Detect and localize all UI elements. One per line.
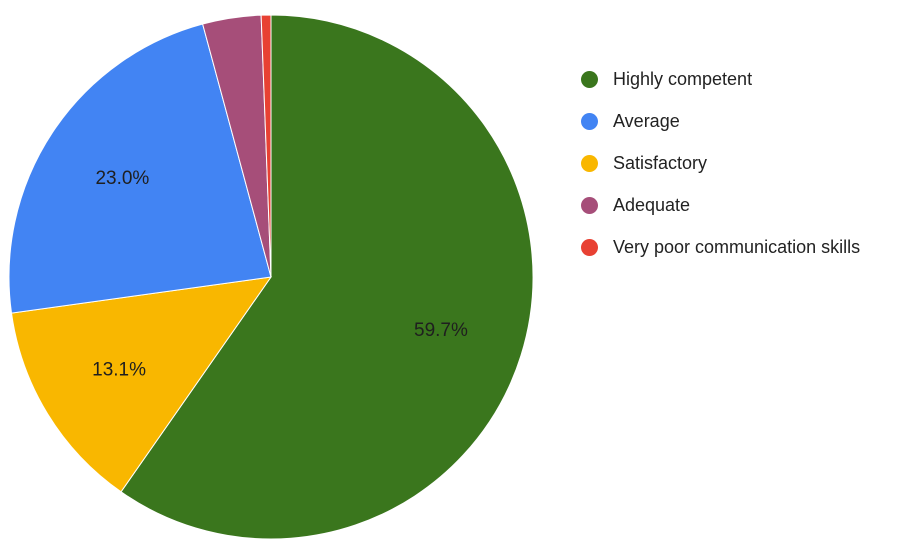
legend-label: Very poor communication skills — [613, 236, 861, 257]
legend-label: Average — [613, 110, 680, 131]
pie-chart: 59.7% 13.1% 23.0% — [8, 14, 534, 540]
legend-swatch — [581, 238, 598, 256]
legend-item-highly-competent: Highly competent — [581, 58, 860, 100]
pie-slice-very-poor-communication-skills — [260, 14, 272, 278]
legend-item-average: Average — [581, 100, 860, 142]
legend-label: Satisfactory — [613, 152, 708, 173]
slice-label-average: 23.0% — [95, 168, 149, 189]
legend-label: Adequate — [613, 194, 691, 215]
slice-label-highly-competent: 59.7% — [414, 320, 468, 341]
legend-item-very-poor-communication-skills: Very poor communication skills — [581, 226, 860, 268]
legend-swatch — [581, 196, 598, 214]
chart-legend: Highly competent Average Satisfactory Adequ… — [581, 58, 860, 268]
legend-item-satisfactory: Satisfactory — [581, 142, 860, 184]
legend-swatch — [581, 112, 598, 130]
slice-label-satisfactory: 13.1% — [92, 360, 146, 381]
legend-label: Highly competent — [613, 68, 753, 89]
pie-slice-satisfactory — [10, 276, 273, 493]
legend-item-adequate: Adequate — [581, 184, 860, 226]
pie-slice-average — [8, 23, 272, 314]
legend-swatch — [581, 70, 598, 88]
pie-slice-highly-competent — [120, 14, 534, 540]
legend-swatch — [581, 154, 598, 172]
